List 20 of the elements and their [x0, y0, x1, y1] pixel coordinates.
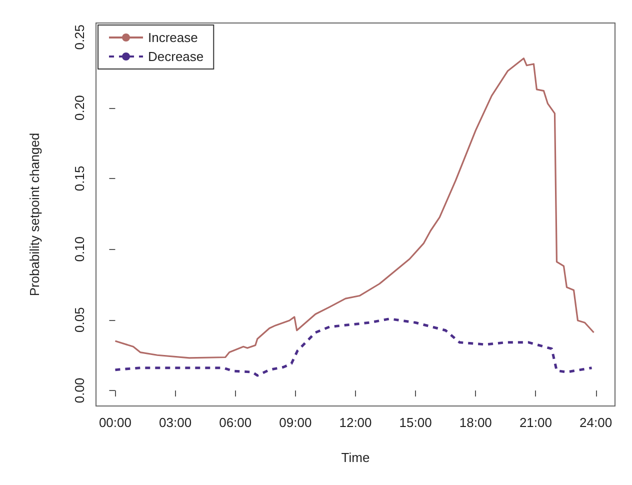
x-tick-label: 15:00 [399, 415, 432, 430]
x-tick-label: 24:00 [580, 415, 612, 430]
legend-label: Decrease [148, 49, 204, 64]
x-tick-label: 00:00 [98, 415, 132, 430]
y-tick-label: 0.20 [72, 95, 87, 120]
y-tick-label: 0.00 [72, 378, 87, 404]
legend-label: Increase [148, 30, 198, 45]
x-tick-label: 09:00 [279, 415, 312, 430]
x-tick-label: 03:00 [159, 415, 192, 430]
y-tick-label: 0.10 [72, 236, 87, 262]
y-tick-label: 0.25 [72, 24, 87, 50]
x-axis-title: Time [341, 450, 370, 465]
x-tick-label: 06:00 [219, 415, 252, 430]
y-tick-label: 0.15 [72, 166, 87, 192]
y-axis-title: Probability setpoint changed [27, 132, 42, 296]
x-tick-label: 12:00 [339, 415, 372, 430]
x-tick-label: 21:00 [519, 415, 552, 430]
line-series [114, 318, 594, 377]
x-tick-label: 18:00 [459, 415, 492, 430]
y-tick-label: 0.05 [72, 307, 87, 332]
